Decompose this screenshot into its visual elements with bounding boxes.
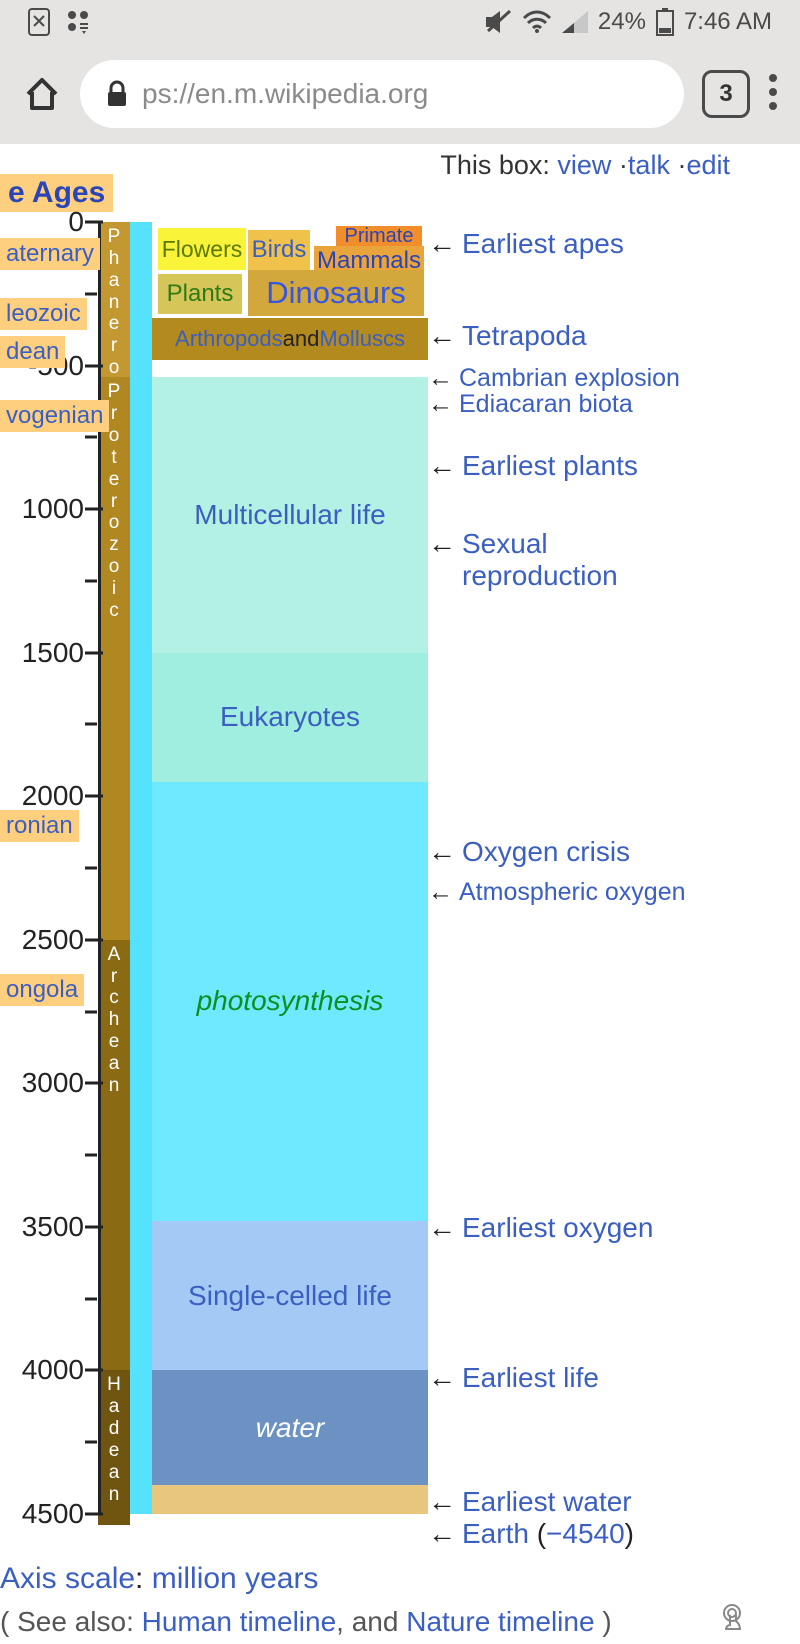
human-timeline-link[interactable]: Human timeline [142,1606,337,1637]
clock: 7:46 AM [684,8,772,36]
axis-minor-tick [85,866,97,869]
axis-minor-tick [85,579,97,582]
status-bar: 24% 7:46 AM [0,0,800,44]
life-block[interactable] [152,1485,428,1514]
period-label[interactable]: leozoic [0,298,87,330]
event-arrow[interactable]: ←Earliest water [428,1486,632,1518]
url-text: ps://en.m.wikipedia.org [142,78,428,110]
axis-tick-label: 4000 [22,1354,84,1386]
inner-strip [130,222,152,1514]
lock-icon [106,80,128,108]
period-label[interactable]: dean [0,336,65,368]
event-arrow[interactable]: ←Tetrapoda [428,320,587,352]
event-arrow[interactable]: ←Cambrian explosion [428,364,680,393]
period-label[interactable]: aternary [0,238,100,270]
mute-icon [484,9,512,35]
axis-scale-link[interactable]: Axis scale [0,1562,135,1595]
url-bar[interactable]: ps://en.m.wikipedia.org [80,60,684,128]
battery-icon [656,8,674,36]
axis-unit-link[interactable]: million years [152,1562,319,1595]
box-talk-link[interactable]: talk [628,150,670,180]
life-timeline-chart: PhanerozoicProterozoicArcheanHadean Multi… [0,222,800,1556]
nature-timeline-link[interactable]: Nature timeline [406,1606,594,1637]
period-label[interactable]: ronian [0,810,79,842]
axis-tick-label: 1000 [22,493,84,525]
axis-tick-label: 4500 [22,1498,84,1530]
taxon-box[interactable]: Birds [248,230,310,270]
taxon-box[interactable]: Plants [158,274,242,314]
event-arrow[interactable]: ←Earliest oxygen [428,1212,653,1244]
axis-minor-tick [85,1441,97,1444]
page-content: This box: view ·talk ·edit e Ages Phaner… [0,144,800,1644]
event-arrow[interactable]: ←Ediacaran biota [428,390,633,419]
taxon-box[interactable]: Arthropods and Molluscs [152,318,428,360]
axis-tick-label: 2000 [22,780,84,812]
signal-icon [562,11,588,33]
axis-tick-label: 0 [68,206,84,238]
event-arrow[interactable]: ←Atmospheric oxygen [428,878,686,907]
see-also: ( See also: Human timeline, and Nature t… [0,1606,612,1644]
event-arrow[interactable]: ←Earth (−4540) [428,1518,634,1550]
status-left-icons [28,8,92,36]
axis-minor-tick [85,723,97,726]
life-block[interactable]: Multicellular life [152,377,428,652]
axis-minor-tick [85,292,97,295]
axis-caption: Axis scale: million years [0,1562,318,1596]
taxon-box[interactable]: Dinosaurs [248,270,424,316]
status-right: 24% 7:46 AM [484,8,772,36]
grid-icon [66,9,92,35]
axis-tick-label: 1500 [22,637,84,669]
box-view-link[interactable]: view [557,150,611,180]
sim-icon [28,8,50,36]
tab-count: 3 [719,80,732,108]
event-arrow[interactable]: ←Oxygen crisis [428,836,630,868]
home-icon [22,74,62,114]
axis-minor-tick [85,1010,97,1013]
taxon-box[interactable]: Flowers [158,228,246,270]
event-arrow[interactable]: ←Earliest plants [428,450,638,482]
battery-pct: 24% [598,8,646,36]
dots-icon [768,72,778,112]
box-nav-links: This box: view ·talk ·edit [440,150,730,181]
eon-archean: Archean [98,940,130,1371]
axis-minor-tick [85,436,97,439]
tabs-button[interactable]: 3 [702,70,750,118]
axis-tick-label: 2500 [22,924,84,956]
home-button[interactable] [22,74,62,114]
eon-phanerozoic: Phanerozoic [98,222,130,377]
browser-bar: ps://en.m.wikipedia.org 3 [0,44,800,144]
life-block[interactable]: photosynthesis [152,782,428,1221]
wifi-icon [522,10,552,34]
header-ages-badge[interactable]: e Ages [0,174,113,212]
period-label[interactable]: vogenian [0,400,109,432]
life-block[interactable]: water [152,1370,428,1485]
taxon-box[interactable]: Primate [336,226,422,246]
event-arrow[interactable]: ←Earliest apes [428,228,624,260]
event-arrow[interactable]: ←Sexualreproduction [428,528,618,592]
touch-hint-icon [714,1601,750,1642]
axis-minor-tick [85,1154,97,1157]
axis-tick-label: 3500 [22,1211,84,1243]
life-block[interactable]: Eukaryotes [152,653,428,782]
axis-tick-label: 3000 [22,1067,84,1099]
eon-proterozoic: Proterozoic [98,377,130,939]
box-edit-link[interactable]: edit [686,150,730,180]
eon-hadean: Hadean [98,1370,130,1525]
box-prefix: This box: [440,150,557,180]
life-block[interactable]: Single-celled life [152,1221,428,1370]
event-arrow[interactable]: ←Earliest life [428,1362,599,1394]
axis-minor-tick [85,1297,97,1300]
period-label[interactable]: ongola [0,974,84,1006]
overflow-menu[interactable] [768,72,778,117]
